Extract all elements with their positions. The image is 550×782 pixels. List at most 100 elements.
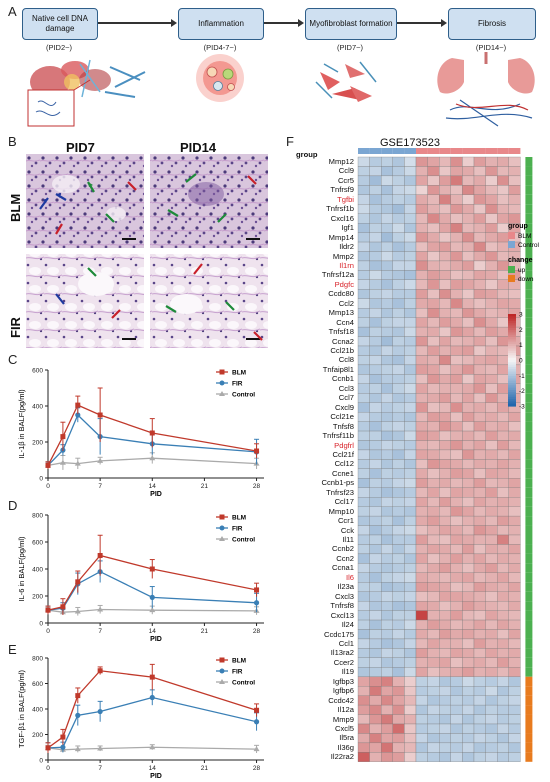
heatmap-cell [404, 241, 417, 252]
heatmap-cell [392, 270, 405, 281]
change-bar-cell [525, 440, 533, 450]
gene-label: Tgfbi [337, 194, 354, 204]
heatmap-cell [450, 402, 463, 413]
change-bar-cell [525, 157, 533, 167]
heatmap-cell [415, 667, 428, 677]
color-scale-label: -1 [519, 373, 525, 380]
heatmap-cell [450, 591, 463, 602]
heatmap-cell [473, 260, 486, 271]
heatmap-cell [439, 374, 451, 384]
change-bar-cell [525, 242, 533, 252]
heatmap-cell [450, 525, 463, 536]
step-pid-dna-damage: (PID2~) [45, 43, 73, 52]
heatmap-cell [439, 629, 451, 640]
heatmap-cell [369, 704, 382, 715]
heatmap-cell [462, 204, 475, 214]
heatmap-cell [369, 544, 382, 555]
heatmap-cell [369, 383, 382, 394]
heatmap-cell [439, 686, 451, 696]
gene-label: Igfbp3 [332, 676, 354, 686]
heatmap-cell [357, 421, 370, 432]
heatmap-cell [404, 194, 417, 205]
fibrosis-lungs-illustration [437, 52, 535, 127]
heatmap-cell [392, 355, 405, 366]
heatmap-cell [392, 449, 405, 460]
heatmap-cell [404, 563, 417, 573]
heatmap-cell [497, 204, 509, 214]
heatmap-cell [369, 402, 382, 413]
x-axis-label: PID [150, 491, 162, 498]
heatmap-cell [439, 695, 451, 706]
heatmap-cell [357, 251, 370, 262]
heatmap-cell [462, 667, 475, 677]
heatmap-cell [497, 638, 509, 649]
heatmap-cell [450, 345, 463, 356]
heatmap-cell [369, 582, 382, 592]
heatmap-cell [439, 440, 451, 451]
heatmap-cell [473, 204, 486, 214]
heatmap-cell [392, 194, 405, 205]
heatmap-cell [381, 232, 393, 243]
data-point [149, 430, 155, 436]
change-bar-cell [525, 733, 533, 743]
heatmap-cell [427, 733, 440, 744]
heatmap-cell [357, 582, 370, 592]
heatmap-cell [439, 298, 451, 309]
heatmap-cell [473, 610, 486, 621]
heatmap-cell [369, 478, 382, 488]
heatmap-cell [357, 629, 370, 640]
data-point [97, 553, 103, 558]
heatmap-cell [369, 393, 382, 403]
heatmap-cell [485, 676, 498, 687]
heatmap-cell [439, 657, 451, 668]
heatmap-cell [450, 411, 463, 422]
heatmap-cell [381, 317, 393, 328]
heatmap-cell [439, 251, 451, 262]
heatmap-cell [497, 714, 509, 725]
heatmap-cell [473, 600, 486, 611]
change-bar-cell [525, 374, 533, 384]
gene-label: Ccn4 [336, 317, 354, 327]
heatmap-cell [508, 591, 521, 602]
chart-tgfb1: 0 200 400 600 800 0 7 14 21 28 PID TGF-β1 in BALF(p… [17, 656, 264, 780]
data-point [97, 668, 103, 674]
heatmap-cell [357, 534, 370, 545]
heatmap-cell [439, 714, 451, 725]
change-bar-cell [525, 705, 533, 715]
heatmap-cell [357, 619, 370, 630]
heatmap-cell [473, 478, 486, 488]
heatmap-cell [462, 610, 475, 621]
heatmap-cell [392, 572, 405, 583]
heatmap-cell [392, 374, 405, 384]
group-bar-cell [381, 148, 393, 154]
heatmap-cell [357, 695, 370, 706]
heatmap-cell [415, 582, 428, 592]
heatmap-cell [450, 742, 463, 753]
heatmap-cell [415, 459, 428, 469]
heatmap-cell [427, 704, 440, 715]
heatmap-cell [369, 166, 382, 177]
heatmap-cell [473, 572, 486, 583]
heatmap-cell [427, 298, 440, 309]
heatmap-cell [381, 468, 393, 479]
heatmap-cell [485, 638, 498, 649]
heatmap-cell [439, 421, 451, 432]
myofibroblast-illustration [315, 61, 377, 102]
change-bar-cell [525, 355, 533, 365]
heatmap-cell [439, 260, 451, 271]
group-bar-cell [474, 148, 486, 154]
color-scale-step [508, 378, 516, 382]
heatmap-cell [381, 185, 393, 195]
heatmap-cell [415, 374, 428, 384]
heatmap-cell [427, 393, 440, 403]
heatmap-cell [415, 742, 428, 753]
heatmap-cell [473, 468, 486, 479]
heatmap-cell [485, 733, 498, 744]
data-point [45, 462, 51, 468]
heatmap-cell [450, 506, 463, 517]
heatmap-cell [369, 336, 382, 347]
change-bar-cell [525, 251, 533, 261]
gene-label: Ildr2 [339, 242, 354, 252]
heatmap-cell [357, 185, 370, 195]
heatmap-cell [415, 478, 428, 488]
